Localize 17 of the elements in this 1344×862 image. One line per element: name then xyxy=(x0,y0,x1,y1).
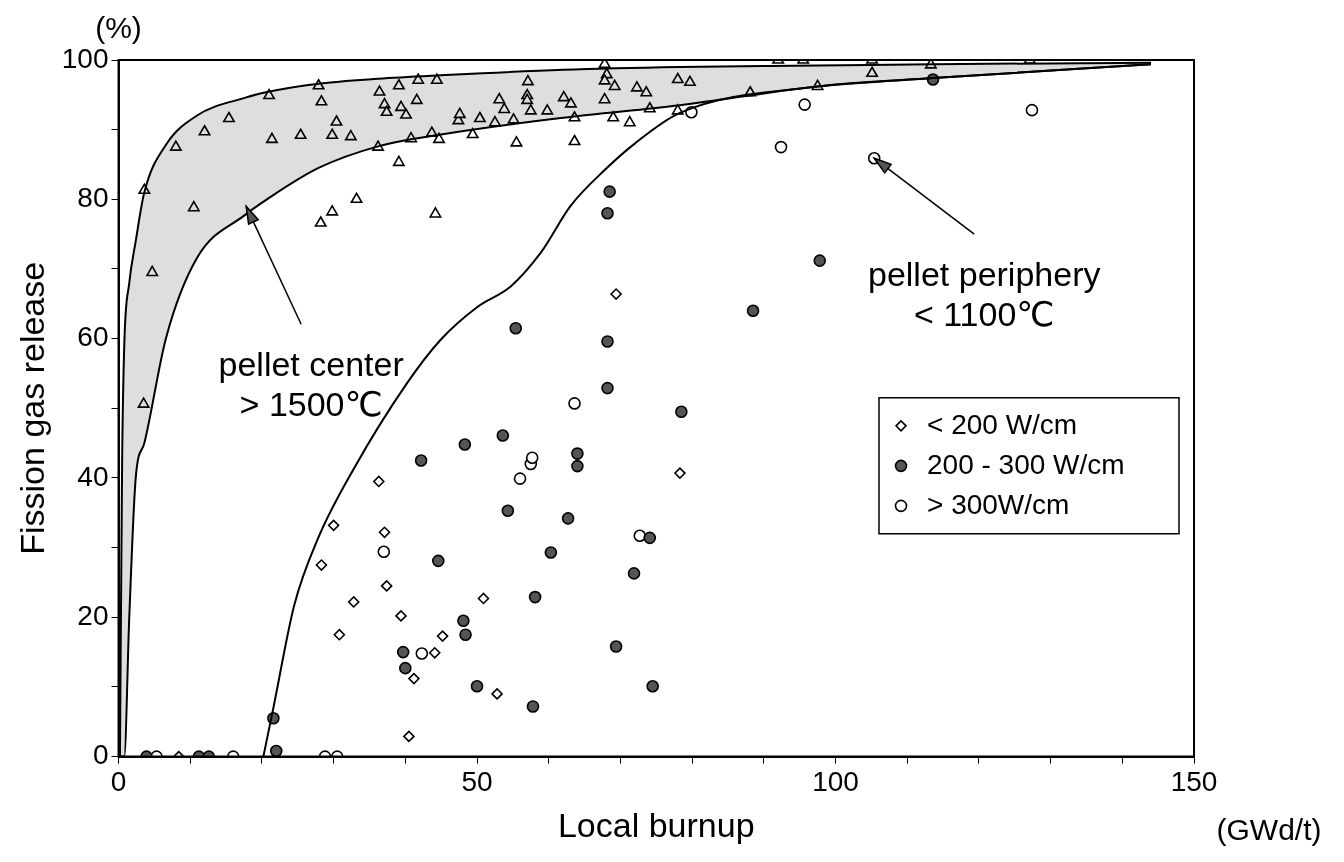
legend-label: < 200 W/cm xyxy=(927,408,1078,440)
text: (%) xyxy=(95,11,142,45)
text: (GWd/t) xyxy=(1216,812,1322,846)
y-axis-title: Fission gas release xyxy=(12,261,51,555)
x-tick-label: 50 xyxy=(461,766,493,798)
annotation: pellet periphery < 1100℃ xyxy=(867,254,1101,333)
legend-label: 200 - 300 W/cm xyxy=(927,448,1125,480)
y-tick-label: 80 xyxy=(77,182,109,214)
y-tick-label: 60 xyxy=(77,321,109,353)
y-tick-label: 40 xyxy=(77,460,109,492)
x-tick-label: 150 xyxy=(1170,766,1218,798)
y-tick-label: 20 xyxy=(77,600,109,631)
annotation: pellet center > 1500℃ xyxy=(218,344,404,423)
x-tick-label: 100 xyxy=(812,766,859,798)
legend-label: > 300W/cm xyxy=(927,488,1070,520)
y-tick-label: 0 xyxy=(92,739,109,771)
x-axis-title: Local burnup xyxy=(557,805,755,844)
